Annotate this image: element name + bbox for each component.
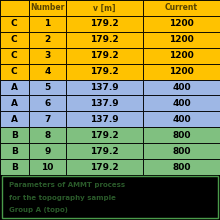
Text: 179.2: 179.2 [90,131,119,140]
Text: B: B [11,147,18,156]
Text: 8: 8 [44,131,50,140]
Bar [143,143,220,159]
Text: Number: Number [30,4,64,13]
Bar [0,127,29,143]
Bar [66,0,143,16]
Text: 179.2: 179.2 [90,163,119,172]
Bar [0,80,29,95]
Text: for the topography sample: for the topography sample [9,194,116,200]
Bar [66,127,143,143]
Text: A: A [11,83,18,92]
Bar [29,111,66,127]
Bar [66,16,143,32]
Text: B: B [11,131,18,140]
Text: 9: 9 [44,147,50,156]
Bar [29,127,66,143]
Bar [29,80,66,95]
Bar [0,64,29,80]
Text: 400: 400 [172,83,191,92]
Bar [143,95,220,111]
Text: Current: Current [165,4,198,13]
Text: 5: 5 [44,83,50,92]
Bar [66,159,143,175]
Text: 1200: 1200 [169,35,194,44]
Text: 800: 800 [172,147,191,156]
Text: 137.9: 137.9 [90,115,119,124]
Bar [29,48,66,64]
Text: 1200: 1200 [169,19,194,28]
Bar [0,111,29,127]
Bar [143,80,220,95]
Bar [0,95,29,111]
Bar [0,32,29,48]
Text: C: C [11,35,18,44]
Bar [0,0,29,16]
Text: 4: 4 [44,67,50,76]
Bar [143,32,220,48]
Bar [29,143,66,159]
Bar [143,159,220,175]
Bar [143,16,220,32]
Text: 2: 2 [44,35,50,44]
Text: 7: 7 [44,115,50,124]
Bar [66,143,143,159]
Bar [143,111,220,127]
Text: 179.2: 179.2 [90,51,119,60]
Text: Parameters of AMMT process: Parameters of AMMT process [9,182,125,188]
Text: 1200: 1200 [169,51,194,60]
Text: Group A (topo): Group A (topo) [9,207,68,213]
Bar [143,0,220,16]
Text: B: B [11,163,18,172]
Bar [66,32,143,48]
Text: 400: 400 [172,115,191,124]
Bar [143,64,220,80]
Text: 6: 6 [44,99,50,108]
Text: 179.2: 179.2 [90,35,119,44]
Bar [29,95,66,111]
Text: 1200: 1200 [169,67,194,76]
Text: C: C [11,51,18,60]
Text: 179.2: 179.2 [90,147,119,156]
Bar [29,16,66,32]
Bar [0,159,29,175]
Text: 10: 10 [41,163,53,172]
Text: A: A [11,115,18,124]
Bar [66,95,143,111]
Text: C: C [11,19,18,28]
Bar [29,64,66,80]
Bar [29,0,66,16]
Text: 800: 800 [172,131,191,140]
Text: 1: 1 [44,19,50,28]
Bar [66,80,143,95]
Text: 137.9: 137.9 [90,83,119,92]
Bar [0,16,29,32]
Text: C: C [11,67,18,76]
Text: v [m]: v [m] [93,4,116,13]
Bar [29,159,66,175]
Text: 800: 800 [172,163,191,172]
Bar [66,64,143,80]
Text: 179.2: 179.2 [90,67,119,76]
Bar [29,32,66,48]
Bar [143,127,220,143]
Text: 3: 3 [44,51,50,60]
Bar [0,143,29,159]
Text: A: A [11,99,18,108]
Bar [0,48,29,64]
Bar [143,48,220,64]
Bar [66,48,143,64]
Bar [66,111,143,127]
Text: 179.2: 179.2 [90,19,119,28]
Text: 400: 400 [172,99,191,108]
Text: 137.9: 137.9 [90,99,119,108]
